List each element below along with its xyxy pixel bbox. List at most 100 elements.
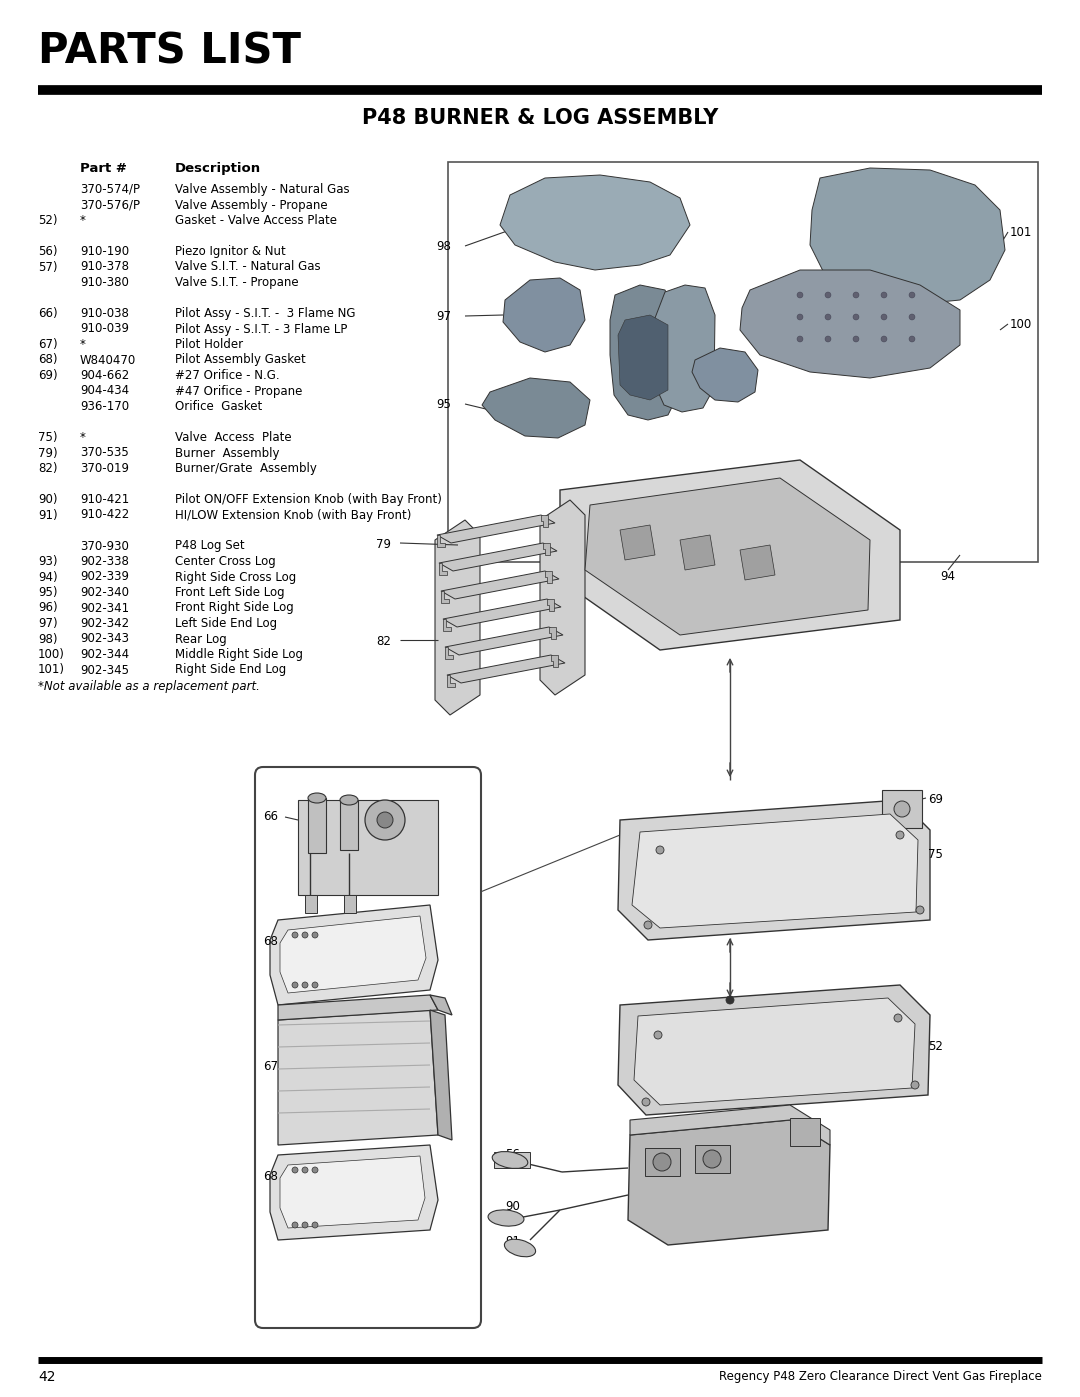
Circle shape <box>312 932 318 937</box>
Text: 66: 66 <box>264 810 278 823</box>
Text: 101): 101) <box>38 664 65 676</box>
Text: *Not available as a replacement part.: *Not available as a replacement part. <box>38 680 260 693</box>
Circle shape <box>302 1222 308 1228</box>
Circle shape <box>825 292 831 298</box>
Circle shape <box>644 921 652 929</box>
Circle shape <box>825 314 831 320</box>
Circle shape <box>642 1098 650 1106</box>
Bar <box>308 798 326 854</box>
Circle shape <box>292 1166 298 1173</box>
Text: 67: 67 <box>264 1060 278 1073</box>
Polygon shape <box>546 599 554 610</box>
Circle shape <box>656 847 664 854</box>
Circle shape <box>653 1153 671 1171</box>
Polygon shape <box>445 627 563 655</box>
Text: 68): 68) <box>38 353 57 366</box>
Circle shape <box>312 1166 318 1173</box>
Text: 910-380: 910-380 <box>80 277 129 289</box>
Circle shape <box>703 1150 721 1168</box>
Circle shape <box>894 1014 902 1023</box>
Polygon shape <box>810 168 1005 305</box>
Text: Pilot Holder: Pilot Holder <box>175 338 243 351</box>
Text: 82: 82 <box>376 636 391 648</box>
Circle shape <box>377 812 393 828</box>
Polygon shape <box>740 545 775 580</box>
Polygon shape <box>441 591 449 604</box>
Text: 904-662: 904-662 <box>80 369 130 381</box>
Text: 79: 79 <box>376 538 391 550</box>
Polygon shape <box>692 348 758 402</box>
Text: 902-338: 902-338 <box>80 555 129 569</box>
Polygon shape <box>618 314 669 400</box>
Bar <box>305 895 318 914</box>
Text: 100): 100) <box>38 648 65 661</box>
Text: #27 Orifice - N.G.: #27 Orifice - N.G. <box>175 369 280 381</box>
Text: *: * <box>80 432 86 444</box>
Text: 52: 52 <box>928 1039 943 1053</box>
Polygon shape <box>278 1010 438 1146</box>
Text: 90): 90) <box>38 493 57 506</box>
Circle shape <box>302 932 308 937</box>
Circle shape <box>909 314 915 320</box>
Text: 936-170: 936-170 <box>80 400 130 414</box>
Text: 96: 96 <box>775 570 789 583</box>
Circle shape <box>302 1166 308 1173</box>
Circle shape <box>654 1031 662 1039</box>
Circle shape <box>302 982 308 988</box>
Polygon shape <box>270 1146 438 1241</box>
Text: 910-422: 910-422 <box>80 509 130 521</box>
Bar <box>882 789 922 828</box>
Text: 67): 67) <box>38 338 57 351</box>
Polygon shape <box>630 1105 831 1146</box>
Text: 79): 79) <box>38 447 57 460</box>
Polygon shape <box>443 599 561 627</box>
Circle shape <box>312 982 318 988</box>
Ellipse shape <box>488 1210 524 1227</box>
Bar <box>696 1146 730 1173</box>
Text: Valve Assembly - Natural Gas: Valve Assembly - Natural Gas <box>175 183 350 196</box>
Text: 902-344: 902-344 <box>80 648 130 661</box>
Text: *: * <box>80 338 86 351</box>
Text: 68: 68 <box>264 1171 278 1183</box>
Polygon shape <box>270 905 438 1004</box>
Text: 902-345: 902-345 <box>80 664 129 676</box>
Polygon shape <box>551 655 558 666</box>
Text: 370-019: 370-019 <box>80 462 129 475</box>
Text: 90: 90 <box>505 1200 519 1213</box>
Polygon shape <box>618 985 930 1115</box>
Bar <box>448 162 1038 562</box>
Bar <box>340 800 357 849</box>
Text: 902-343: 902-343 <box>80 633 129 645</box>
Text: 910-190: 910-190 <box>80 244 130 258</box>
Text: Gasket - Valve Access Plate: Gasket - Valve Access Plate <box>175 214 337 226</box>
Text: 69: 69 <box>928 793 943 806</box>
Text: 902-340: 902-340 <box>80 585 129 599</box>
Polygon shape <box>627 1120 831 1245</box>
Polygon shape <box>541 515 548 527</box>
Text: HI/LOW Extension Knob (with Bay Front): HI/LOW Extension Knob (with Bay Front) <box>175 509 411 521</box>
Polygon shape <box>430 1010 453 1140</box>
Circle shape <box>881 292 887 298</box>
Circle shape <box>292 932 298 937</box>
Text: Left Side End Log: Left Side End Log <box>175 617 278 630</box>
Polygon shape <box>441 571 559 599</box>
Text: 97: 97 <box>436 310 451 323</box>
Polygon shape <box>561 460 900 650</box>
Text: Description: Description <box>175 162 261 175</box>
Text: Center Cross Log: Center Cross Log <box>175 555 275 569</box>
Text: 370-535: 370-535 <box>80 447 129 460</box>
Circle shape <box>853 292 859 298</box>
Text: #47 Orifice - Propane: #47 Orifice - Propane <box>175 384 302 398</box>
Polygon shape <box>447 675 455 687</box>
Text: 82): 82) <box>38 462 57 475</box>
Circle shape <box>797 314 804 320</box>
Polygon shape <box>610 285 678 420</box>
Bar <box>645 1148 680 1176</box>
Text: 98): 98) <box>38 633 57 645</box>
Text: 68: 68 <box>264 935 278 949</box>
Circle shape <box>881 314 887 320</box>
Circle shape <box>912 1081 919 1090</box>
Circle shape <box>909 337 915 342</box>
Circle shape <box>916 907 924 914</box>
Polygon shape <box>540 500 585 694</box>
